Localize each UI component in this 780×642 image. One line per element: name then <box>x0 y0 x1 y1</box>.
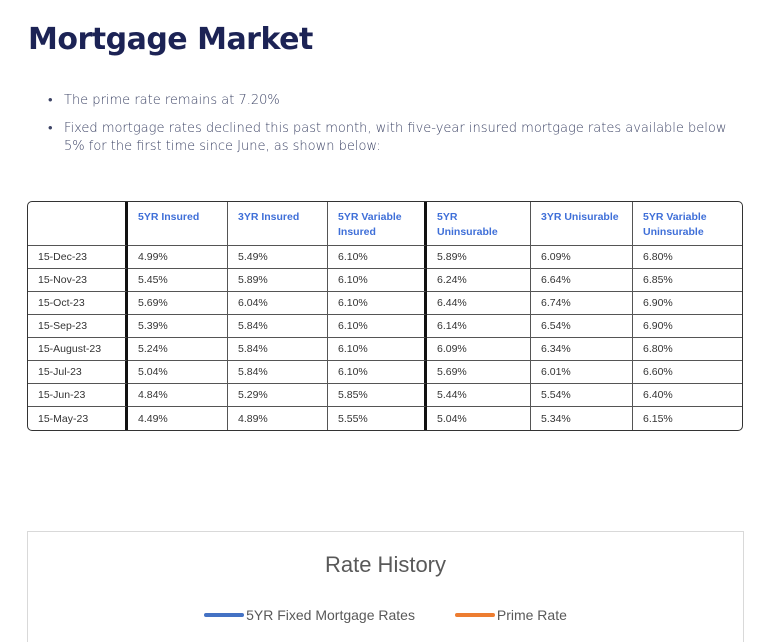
table-row: 15-May-23 4.49% 4.89% 5.55% 5.04% 5.34% … <box>28 407 742 430</box>
cell: 6.24% <box>427 269 531 292</box>
cell: 4.89% <box>228 407 328 430</box>
cell: 6.90% <box>633 315 742 338</box>
cell: 6.10% <box>328 292 427 315</box>
legend-line-icon <box>454 613 495 617</box>
header-5yr-variable-insured: 5YR Variable Insured <box>328 202 427 246</box>
cell: 6.10% <box>328 338 427 361</box>
cell: 6.64% <box>531 269 633 292</box>
chart-title: Rate History <box>324 552 447 577</box>
table-row: 15-Sep-23 5.39% 5.84% 6.10% 6.14% 6.54% … <box>28 315 742 338</box>
cell: 4.84% <box>128 384 228 407</box>
cell: 6.44% <box>427 292 531 315</box>
cell-date: 15-Nov-23 <box>28 269 128 292</box>
table-row: 15-Jul-23 5.04% 5.84% 6.10% 5.69% 6.01% … <box>28 361 742 384</box>
cell: 6.10% <box>328 246 427 269</box>
cell: 5.04% <box>427 407 531 430</box>
cell: 5.84% <box>228 338 328 361</box>
cell: 6.74% <box>531 292 633 315</box>
cell: 5.84% <box>228 315 328 338</box>
cell: 5.89% <box>427 246 531 269</box>
cell: 5.04% <box>128 361 228 384</box>
cell: 5.89% <box>228 269 328 292</box>
cell-date: 15-May-23 <box>28 407 128 430</box>
table-row: 15-Oct-23 5.69% 6.04% 6.10% 6.44% 6.74% … <box>28 292 742 315</box>
cell-date: 15-Oct-23 <box>28 292 128 315</box>
cell: 6.80% <box>633 246 742 269</box>
legend-line-icon <box>204 613 245 617</box>
cell: 4.49% <box>128 407 228 430</box>
cell: 6.15% <box>643 412 673 425</box>
cell: 5.24% <box>128 338 228 361</box>
rate-history-chart: Rate History 5YR Fixed Mortgage Rates Pr… <box>27 531 744 642</box>
table-header-row: 5YR Insured 3YR Insured 5YR Variable Ins… <box>28 202 742 246</box>
cell: 5.45% <box>128 269 228 292</box>
chart-legend: 5YR Fixed Mortgage Rates Prime Rate <box>28 604 743 623</box>
cell: 5.34% <box>531 407 633 430</box>
summary-bullets: • The prime rate remains at 7.20% • Fixed … <box>48 92 728 166</box>
cell: 6.85% <box>633 269 742 292</box>
cell: 6.10% <box>328 361 427 384</box>
header-5yr-insured: 5YR Insured <box>128 202 228 246</box>
header-3yr-uninsurable: 3YR Unisurable <box>531 202 633 246</box>
cell: 6.34% <box>531 338 633 361</box>
cell: 6.10% <box>328 269 427 292</box>
cell-date: 15-Jun-23 <box>28 384 128 407</box>
cell: 6.09% <box>427 338 531 361</box>
cell: 6.40% <box>633 384 742 407</box>
cell: 5.44% <box>427 384 531 407</box>
header-date <box>28 202 128 246</box>
cell-date: 15-August-23 <box>28 338 128 361</box>
bullet-prime-rate: • The prime rate remains at 7.20% <box>48 93 280 108</box>
cell: 5.55% <box>328 407 427 430</box>
cell: 5.84% <box>228 361 328 384</box>
page-title: Mortgage Market <box>28 22 313 57</box>
legend-item-prime-rate: Prime Rate <box>454 607 567 623</box>
cell: 5.39% <box>128 315 228 338</box>
cell: 6.09% <box>531 246 633 269</box>
cell: 5.54% <box>531 384 633 407</box>
header-5yr-variable-uninsurable: 5YR Variable Uninsurable <box>633 202 742 246</box>
bullet-dot-icon: • <box>48 121 53 136</box>
cell: 6.90% <box>633 292 742 315</box>
rates-table: 5YR Insured 3YR Insured 5YR Variable Ins… <box>27 201 743 431</box>
cell: 5.69% <box>427 361 531 384</box>
bullet-fixed-rates: • Fixed mortgage rates declined this past… <box>48 121 727 154</box>
table-row: 15-Jun-23 4.84% 5.29% 5.85% 5.44% 5.54% … <box>28 384 742 407</box>
cell: 6.10% <box>328 315 427 338</box>
cell-date: 15-Jul-23 <box>28 361 128 384</box>
table-row: 15-Dec-23 4.99% 5.49% 6.10% 5.89% 6.09% … <box>28 246 742 269</box>
cell: 5.85% <box>328 384 427 407</box>
cell: 6.54% <box>531 315 633 338</box>
table-row: 15-Nov-23 5.45% 5.89% 6.10% 6.24% 6.64% … <box>28 269 742 292</box>
cell: 5.49% <box>228 246 328 269</box>
header-5yr-uninsurable: 5YR Uninsurable <box>427 202 531 246</box>
cell: 6.80% <box>633 338 742 361</box>
cell: 4.99% <box>128 246 228 269</box>
cell: 6.14% <box>427 315 531 338</box>
cell-date: 15-Sep-23 <box>28 315 128 338</box>
bullet-dot-icon: • <box>48 93 53 108</box>
cell: 5.69% <box>128 292 228 315</box>
cell: 6.01% <box>531 361 633 384</box>
table-row: 15-August-23 5.24% 5.84% 6.10% 6.09% 6.3… <box>28 338 742 361</box>
header-3yr-insured: 3YR Insured <box>228 202 328 246</box>
cell-date: 15-Dec-23 <box>28 246 128 269</box>
cell: 6.04% <box>228 292 328 315</box>
cell: 6.60% <box>633 361 742 384</box>
cell: 5.29% <box>228 384 328 407</box>
legend-item-5yr-fixed: 5YR Fixed Mortgage Rates <box>204 607 415 623</box>
